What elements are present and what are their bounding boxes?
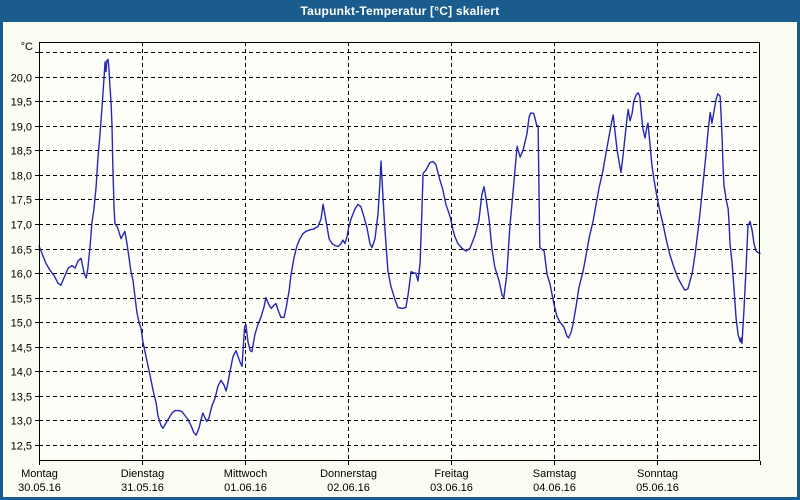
title-bar: Taupunkt-Temperatur [°C] skaliert: [0, 0, 800, 22]
chart-panel: 20,0 19,5 19,0 18,5 18,0 17,5 17,0 16,5 16,0 15,5…: [3, 22, 797, 497]
y-tick-label: 20,0: [11, 73, 32, 85]
y-tick-label: 12,5: [11, 441, 32, 453]
y-tick-label: 17,0: [11, 220, 32, 232]
y-axis-unit-label: °C: [21, 41, 33, 53]
y-tick-label: 18,0: [11, 171, 32, 183]
day-name-label: Freitag: [434, 468, 468, 480]
dewpoint-line-chart: 20,0 19,5 19,0 18,5 18,0 17,5 17,0 16,5 16,0 15,5…: [11, 41, 761, 494]
y-tick-label: 15,0: [11, 318, 32, 330]
plot-area: [39, 42, 760, 461]
day-name-label: Samstag: [533, 468, 576, 480]
day-date-label: 04.06.16: [533, 482, 576, 494]
day-name-label: Dienstag: [121, 468, 164, 480]
day-date-label: 05.06.16: [636, 482, 679, 494]
day-date-label: 01.06.16: [224, 482, 267, 494]
day-date-label: 02.06.16: [327, 482, 370, 494]
y-tick-label: 14,0: [11, 367, 32, 379]
y-tick-label: 19,5: [11, 97, 32, 109]
plot-border: [39, 42, 760, 461]
y-tick-label: 16,0: [11, 269, 32, 281]
y-tick-label: 19,0: [11, 122, 32, 134]
y-tick-label: 13,0: [11, 416, 32, 428]
day-name-label: Mittwoch: [224, 468, 267, 480]
day-date-label: 31.05.16: [121, 482, 164, 494]
day-name-label: Donnerstag: [320, 468, 377, 480]
dewpoint-series-line: [38, 58, 761, 436]
y-tick-label: 13,5: [11, 392, 32, 404]
y-tick-label: 17,5: [11, 195, 32, 207]
window-title: Taupunkt-Temperatur [°C] skaliert: [300, 4, 500, 18]
y-tick-label: 14,5: [11, 343, 32, 355]
day-date-label: 03.06.16: [430, 482, 473, 494]
day-name-label: Montag: [21, 468, 58, 480]
y-tick-label: 16,5: [11, 245, 32, 257]
y-tick-label: 18,5: [11, 146, 32, 158]
y-tick-label: 15,5: [11, 294, 32, 306]
day-date-label: 30.05.16: [18, 482, 61, 494]
day-name-label: Sonntag: [637, 468, 678, 480]
